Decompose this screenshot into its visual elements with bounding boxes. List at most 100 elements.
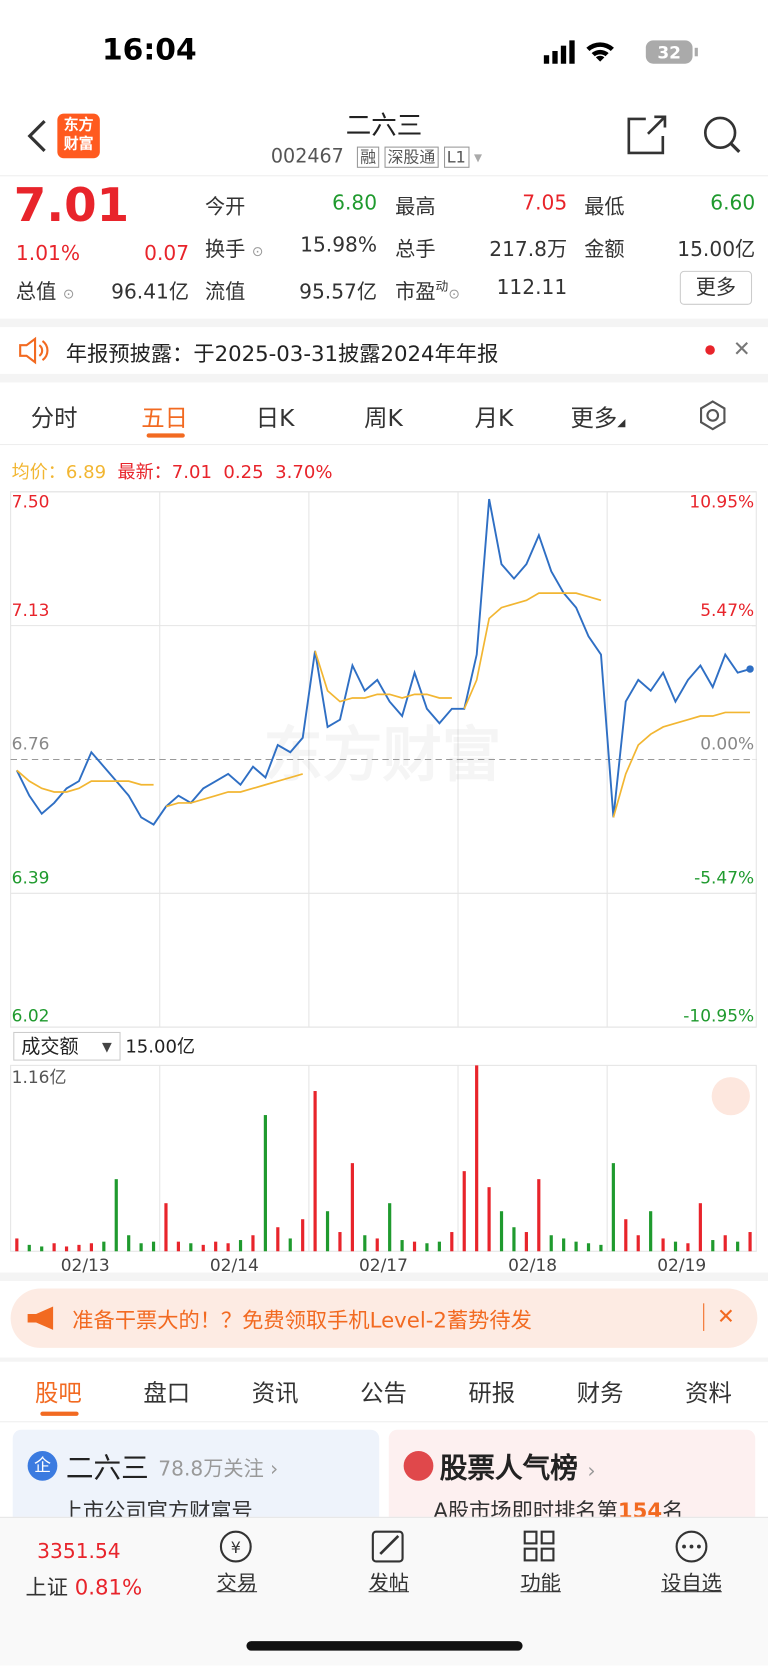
index-name[interactable]: 上证 0.81% [25, 1574, 143, 1600]
y2-tick-label: 0.00% [700, 735, 754, 755]
y2-tick-label: 5.47% [700, 601, 754, 621]
field-value: 96.41亿 [111, 280, 190, 304]
status-icons: 32 [543, 40, 698, 64]
volume-bar [276, 1227, 280, 1252]
volume-bar [114, 1179, 118, 1252]
volume-bar [450, 1232, 454, 1252]
battery: 32 [657, 43, 681, 63]
volume-bar [698, 1203, 702, 1252]
subtab-active[interactable]: 股吧 [35, 1380, 82, 1408]
y-tick-label: 6.76 [12, 735, 50, 755]
field-label: 最高 [395, 195, 436, 219]
volume-caret: ▼ [102, 1040, 112, 1055]
volume-bar [487, 1187, 491, 1252]
settings[interactable] [697, 399, 729, 431]
subtab[interactable]: 财务 [576, 1380, 624, 1408]
chart: 东方财富 7.50 7.13 6.76 6.39 6.02 10.95% 5.47% 0.00%… [10, 491, 757, 1276]
nav-item[interactable]: 发帖 [368, 1572, 409, 1596]
y-tick-label: 6.39 [12, 868, 50, 888]
field-label: 总手 [395, 237, 436, 262]
volume-bar [537, 1179, 541, 1252]
volume-bar [748, 1232, 752, 1252]
volume-bar [52, 1243, 56, 1252]
volume-bar [624, 1219, 628, 1252]
subtab[interactable]: 资料 [685, 1380, 732, 1408]
subtab[interactable]: 公告 [360, 1380, 407, 1408]
x-tick-label: 02/18 [508, 1256, 557, 1276]
last-point [746, 665, 754, 673]
subtab[interactable]: 资讯 [251, 1380, 299, 1408]
volume-bar [524, 1232, 528, 1252]
pct: 1.01% [15, 242, 81, 266]
avg-line [612, 711, 751, 818]
x-tick-label: 02/17 [359, 1256, 408, 1276]
x-tick-label: 02/13 [61, 1256, 110, 1276]
avg-line [314, 650, 452, 703]
tab[interactable]: 更多◢ [570, 405, 626, 433]
volume-bar [425, 1243, 429, 1252]
promo-banner[interactable]: 准备干票大的！？免费领取手机Level-2蓄势待发 ✕ [10, 1288, 758, 1348]
volume-bar [363, 1235, 367, 1252]
volume-bar [599, 1244, 603, 1252]
subtab[interactable]: 盘口 [143, 1380, 191, 1408]
field-label: 金额 [584, 237, 625, 262]
field-label: 换手 ⊙ [205, 237, 264, 262]
card[interactable]: 企 二六三 78.8万关注 › 上市公司官方财富号 [12, 1429, 380, 1526]
field-value: 6.60 [710, 191, 756, 215]
volume-bar [673, 1241, 678, 1252]
volume-bar [15, 1238, 19, 1252]
volume-bar [151, 1241, 156, 1252]
stock-code: 002467 [270, 145, 344, 168]
volume-bar [462, 1171, 466, 1252]
tag: 融 [356, 146, 380, 168]
volume-bar [437, 1241, 441, 1252]
header-icons[interactable] [625, 113, 752, 158]
volume-bar [586, 1243, 591, 1252]
volume-bar [139, 1243, 143, 1252]
notice-icon [19, 336, 49, 365]
x-tick-label: 02/19 [657, 1256, 706, 1276]
volume-bar [127, 1235, 131, 1252]
volume-bar [711, 1240, 715, 1252]
volume-bar [661, 1238, 665, 1252]
avg-line [463, 592, 602, 710]
field-value: 6.80 [332, 191, 378, 215]
nav-item[interactable]: 功能 [520, 1572, 561, 1596]
status-time: 16:04 [101, 31, 197, 67]
avg-line [165, 773, 303, 808]
volume-bar [288, 1238, 292, 1252]
volume-bar [686, 1243, 690, 1252]
close[interactable]: ✕ [732, 335, 751, 362]
watermark: 东方财富 [263, 721, 501, 790]
tab[interactable]: 周K [364, 405, 403, 433]
volume-bar [649, 1211, 653, 1252]
x-tick-label: 02/14 [210, 1256, 259, 1276]
tab[interactable]: 分时 [30, 405, 78, 433]
change: 0.07 [144, 242, 190, 266]
index-value[interactable]: 3351.54 [37, 1540, 121, 1564]
nav-item[interactable]: 交易 [216, 1572, 258, 1596]
volume-bar [499, 1211, 504, 1252]
nav-item[interactable]: 设自选 [661, 1572, 722, 1596]
field-value: 217.8万 [489, 237, 568, 262]
tab[interactable]: 日K [255, 405, 295, 433]
volume-bar [89, 1243, 93, 1252]
y-tick-label: 7.13 [12, 601, 50, 621]
back-button[interactable] [21, 117, 53, 155]
subtab[interactable]: 研报 [468, 1380, 516, 1408]
y-tick-label: 7.50 [12, 492, 50, 512]
volume-bar [226, 1243, 230, 1252]
card[interactable]: 股票人气榜 › A股市场即时排名第154名 [388, 1429, 756, 1526]
avg-line [16, 769, 154, 793]
volume-label: 成交额 [21, 1035, 78, 1058]
field-label: 今开 [205, 195, 246, 219]
field-value: 15.00亿 [677, 237, 756, 262]
volume-selector [13, 1031, 121, 1061]
volume-bar [27, 1244, 31, 1252]
tab-active[interactable]: 五日 [141, 405, 189, 433]
tab[interactable]: 月K [474, 405, 514, 433]
more-button[interactable]: 更多 [679, 270, 753, 305]
notice[interactable]: 年报预披露：于2025-03-31披露2024年年报 [65, 340, 499, 367]
